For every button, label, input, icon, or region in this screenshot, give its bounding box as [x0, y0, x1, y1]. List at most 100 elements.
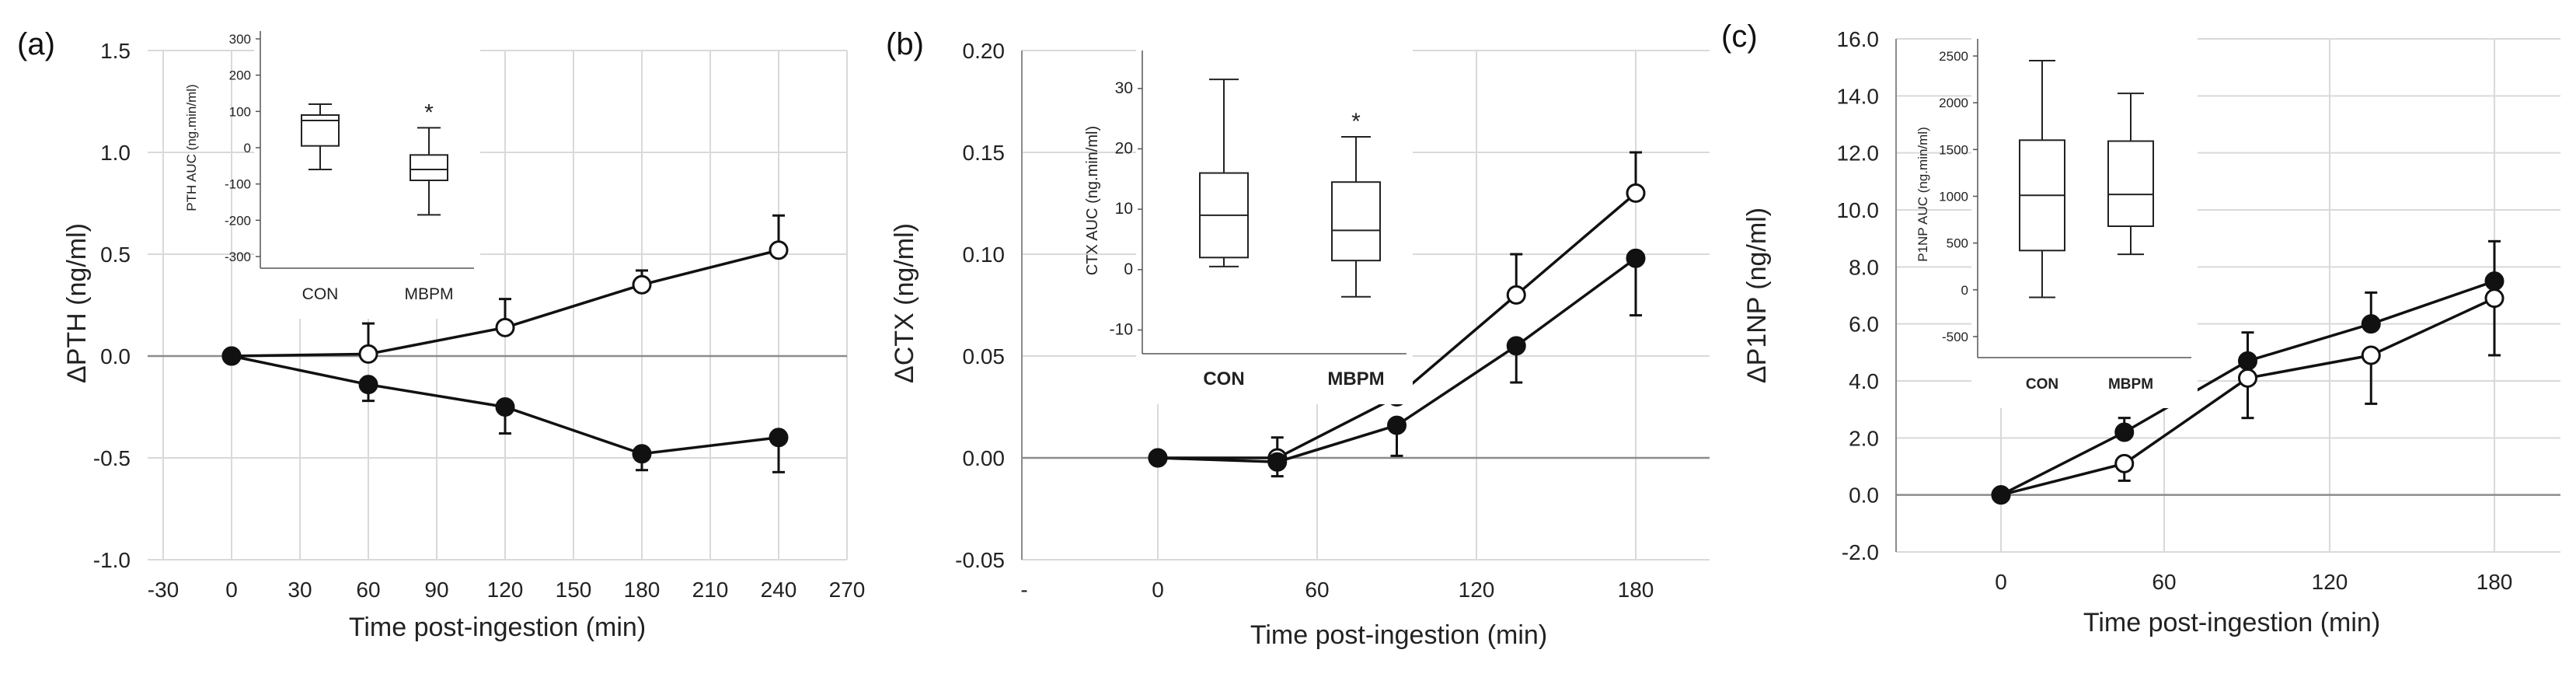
y-tick-label: 16.0	[1837, 27, 1880, 51]
y-tick-label: 0.0	[1849, 484, 1879, 508]
data-point-con	[495, 317, 515, 337]
inset-y-tick-label: 1500	[1939, 142, 1968, 157]
inset-y-axis-title: PTH AUC (ng.min/ml)	[184, 84, 199, 211]
inset-y-tick-label: -500	[1942, 330, 1968, 344]
data-point-mbpm	[1148, 448, 1168, 468]
data-point-mbpm	[769, 428, 789, 448]
y-tick-label: 2.0	[1849, 426, 1879, 450]
box-iqr	[301, 114, 340, 147]
x-tick-label: 120	[487, 578, 524, 602]
x-tick-label: 0	[1152, 578, 1164, 602]
inset-y-tick-label: 2500	[1939, 49, 1968, 64]
panel-label: (b)	[886, 27, 924, 61]
inset-y-tick-label: 20	[1115, 139, 1133, 157]
significance-marker: *	[1351, 109, 1361, 134]
box-iqr	[410, 154, 448, 181]
data-point-mbpm	[2114, 422, 2135, 442]
panel-label: (a)	[17, 27, 55, 61]
x-tick-label: 240	[761, 578, 797, 602]
x-tick-label: 60	[356, 578, 380, 602]
inset-y-axis-title: P1NP AUC (ng.min/ml)	[1915, 127, 1930, 262]
inset-y-tick-label: 100	[229, 104, 251, 119]
y-tick-label: 6.0	[1849, 313, 1879, 337]
data-point-mbpm	[358, 375, 378, 395]
data-point-con	[769, 240, 789, 260]
y-tick-label: 0.15	[963, 141, 1006, 165]
inset-category-label: CON	[1203, 368, 1244, 389]
inset-boxplot: 300 200 100 0 -100 -200 -300 PTH AUC (ng.min/ml…	[184, 16, 480, 319]
inset-boxplot: 2500 2000 1500 1000 500 0 -500 P1NP AUC (ng.min…	[1915, 23, 2198, 408]
inset-y-tick-label: 500	[1947, 236, 1968, 251]
y-axis-title: ΔPTH (ng/ml)	[62, 223, 92, 383]
data-point-con	[2238, 368, 2257, 388]
box-iqr	[1331, 181, 1381, 262]
y-tick-label: 0.5	[100, 243, 131, 267]
y-tick-label: 0.10	[963, 243, 1006, 267]
data-point-mbpm	[1626, 248, 1646, 268]
y-tick-label: -2.0	[1842, 540, 1879, 564]
x-tick-label: 180	[624, 578, 661, 602]
data-point-mbpm	[1267, 452, 1288, 472]
x-tick-label: -	[1020, 578, 1027, 602]
data-point-mbpm	[2361, 314, 2381, 334]
chart-panel-2: (b) -0.05 0.00 0.05 0.10 0.15 0.20 - 0 60 120 180 Ti…	[886, 27, 1710, 650]
inset-y-tick-label: -300	[225, 250, 251, 264]
y-tick-label: 12.0	[1837, 141, 1880, 166]
x-tick-label: 150	[556, 578, 592, 602]
y-tick-label: 0.0	[100, 344, 131, 368]
x-tick-label: 120	[1459, 578, 1495, 602]
y-tick-label: 0.00	[963, 446, 1006, 470]
inset-y-axis-title: CTX AUC (ng.min/ml)	[1084, 126, 1101, 275]
inset-boxplot: 30 20 10 0 -10 CTX AUC (ng.min/ml) CON MBPM *	[1084, 35, 1413, 404]
x-tick-label: 0	[1995, 570, 2007, 594]
y-tick-label: 0.05	[963, 344, 1006, 368]
data-point-con	[632, 274, 652, 295]
y-tick-label: 8.0	[1849, 255, 1879, 279]
y-tick-label: -0.05	[955, 548, 1005, 572]
inset-category-label: CON	[2026, 376, 2058, 393]
box-iqr	[2107, 140, 2154, 227]
data-point-mbpm	[2238, 351, 2257, 371]
inset-y-tick-label: -200	[225, 213, 251, 228]
chart-panel-1: (a)-1.0-0.50.00.51.01.5-30 0 30 60 90 120 150 1…	[17, 16, 865, 642]
inset-y-tick-label: 0	[1961, 283, 1968, 298]
data-point-con	[358, 344, 378, 364]
y-tick-label: 4.0	[1849, 369, 1879, 393]
inset-y-tick-label: 300	[229, 32, 251, 47]
data-point-mbpm	[2484, 271, 2505, 292]
inset-y-tick-label: 0	[244, 141, 251, 155]
x-tick-label: 90	[424, 578, 448, 602]
inset-category-label: CON	[302, 285, 339, 303]
data-point-mbpm	[632, 444, 652, 464]
x-tick-label: -30	[148, 578, 179, 602]
y-axis-title: ΔP1NP (ng/ml)	[1742, 208, 1772, 383]
data-point-mbpm	[1506, 336, 1526, 356]
x-tick-label: 60	[2152, 570, 2176, 594]
inset-y-tick-label: 1000	[1939, 190, 1968, 204]
y-tick-label: 10.0	[1837, 198, 1880, 222]
x-tick-label: 270	[829, 578, 866, 602]
y-tick-label: 0.20	[963, 39, 1006, 63]
x-tick-label: 180	[2477, 570, 2513, 594]
x-axis-title: Time post-ingestion (min)	[1250, 620, 1547, 650]
y-tick-label: 1.0	[100, 141, 131, 165]
data-point-con	[2361, 345, 2381, 365]
inset-category-label: MBPM	[1327, 368, 1384, 389]
x-axis-title: Time post-ingestion (min)	[2083, 608, 2380, 637]
data-point-con	[2484, 288, 2505, 309]
data-point-mbpm	[1387, 415, 1407, 435]
y-tick-label: -1.0	[93, 548, 131, 572]
x-tick-label: 180	[1618, 578, 1654, 602]
y-tick-label: -0.5	[93, 446, 131, 470]
inset-y-tick-label: 10	[1115, 200, 1133, 218]
inset-category-label: MBPM	[2108, 376, 2153, 393]
x-axis-title: Time post-ingestion (min)	[349, 613, 646, 642]
x-tick-label: 120	[2312, 570, 2348, 594]
y-tick-label: 14.0	[1837, 84, 1880, 108]
inset-y-tick-label: 2000	[1939, 96, 1968, 110]
inset-y-tick-label: -10	[1110, 320, 1133, 338]
data-point-con	[1626, 183, 1646, 203]
inset-category-label: MBPM	[405, 285, 454, 303]
y-axis-title: ΔCTX (ng/ml)	[890, 223, 919, 383]
